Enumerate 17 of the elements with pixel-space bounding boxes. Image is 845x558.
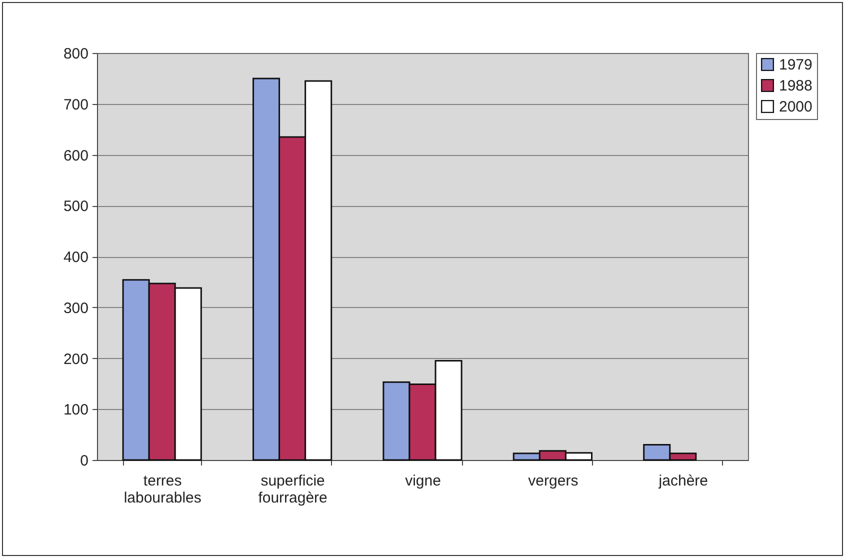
legend-label: 2000 <box>779 98 812 116</box>
y-tick-label: 400 <box>63 249 88 266</box>
x-tick-label: superficie fourragère <box>258 472 328 506</box>
x-tick-label: jachère <box>658 472 708 490</box>
legend-label: 1988 <box>779 78 812 94</box>
y-tick-label: 500 <box>63 198 88 216</box>
x-tick-label: vergers <box>528 472 578 490</box>
x-tick-label: vigne <box>405 472 441 490</box>
y-tick-label: 800 <box>63 46 88 62</box>
y-tick-label: 600 <box>63 147 88 164</box>
x-tick-label: terres labourables <box>124 472 202 506</box>
y-tick-label: 0 <box>80 452 88 470</box>
y-tick-label: 700 <box>63 96 88 114</box>
y-tick-label: 200 <box>63 350 88 368</box>
y-tick-label: 100 <box>63 402 88 419</box>
y-tick-label: 300 <box>63 300 88 317</box>
legend-label: 1979 <box>779 56 812 74</box>
